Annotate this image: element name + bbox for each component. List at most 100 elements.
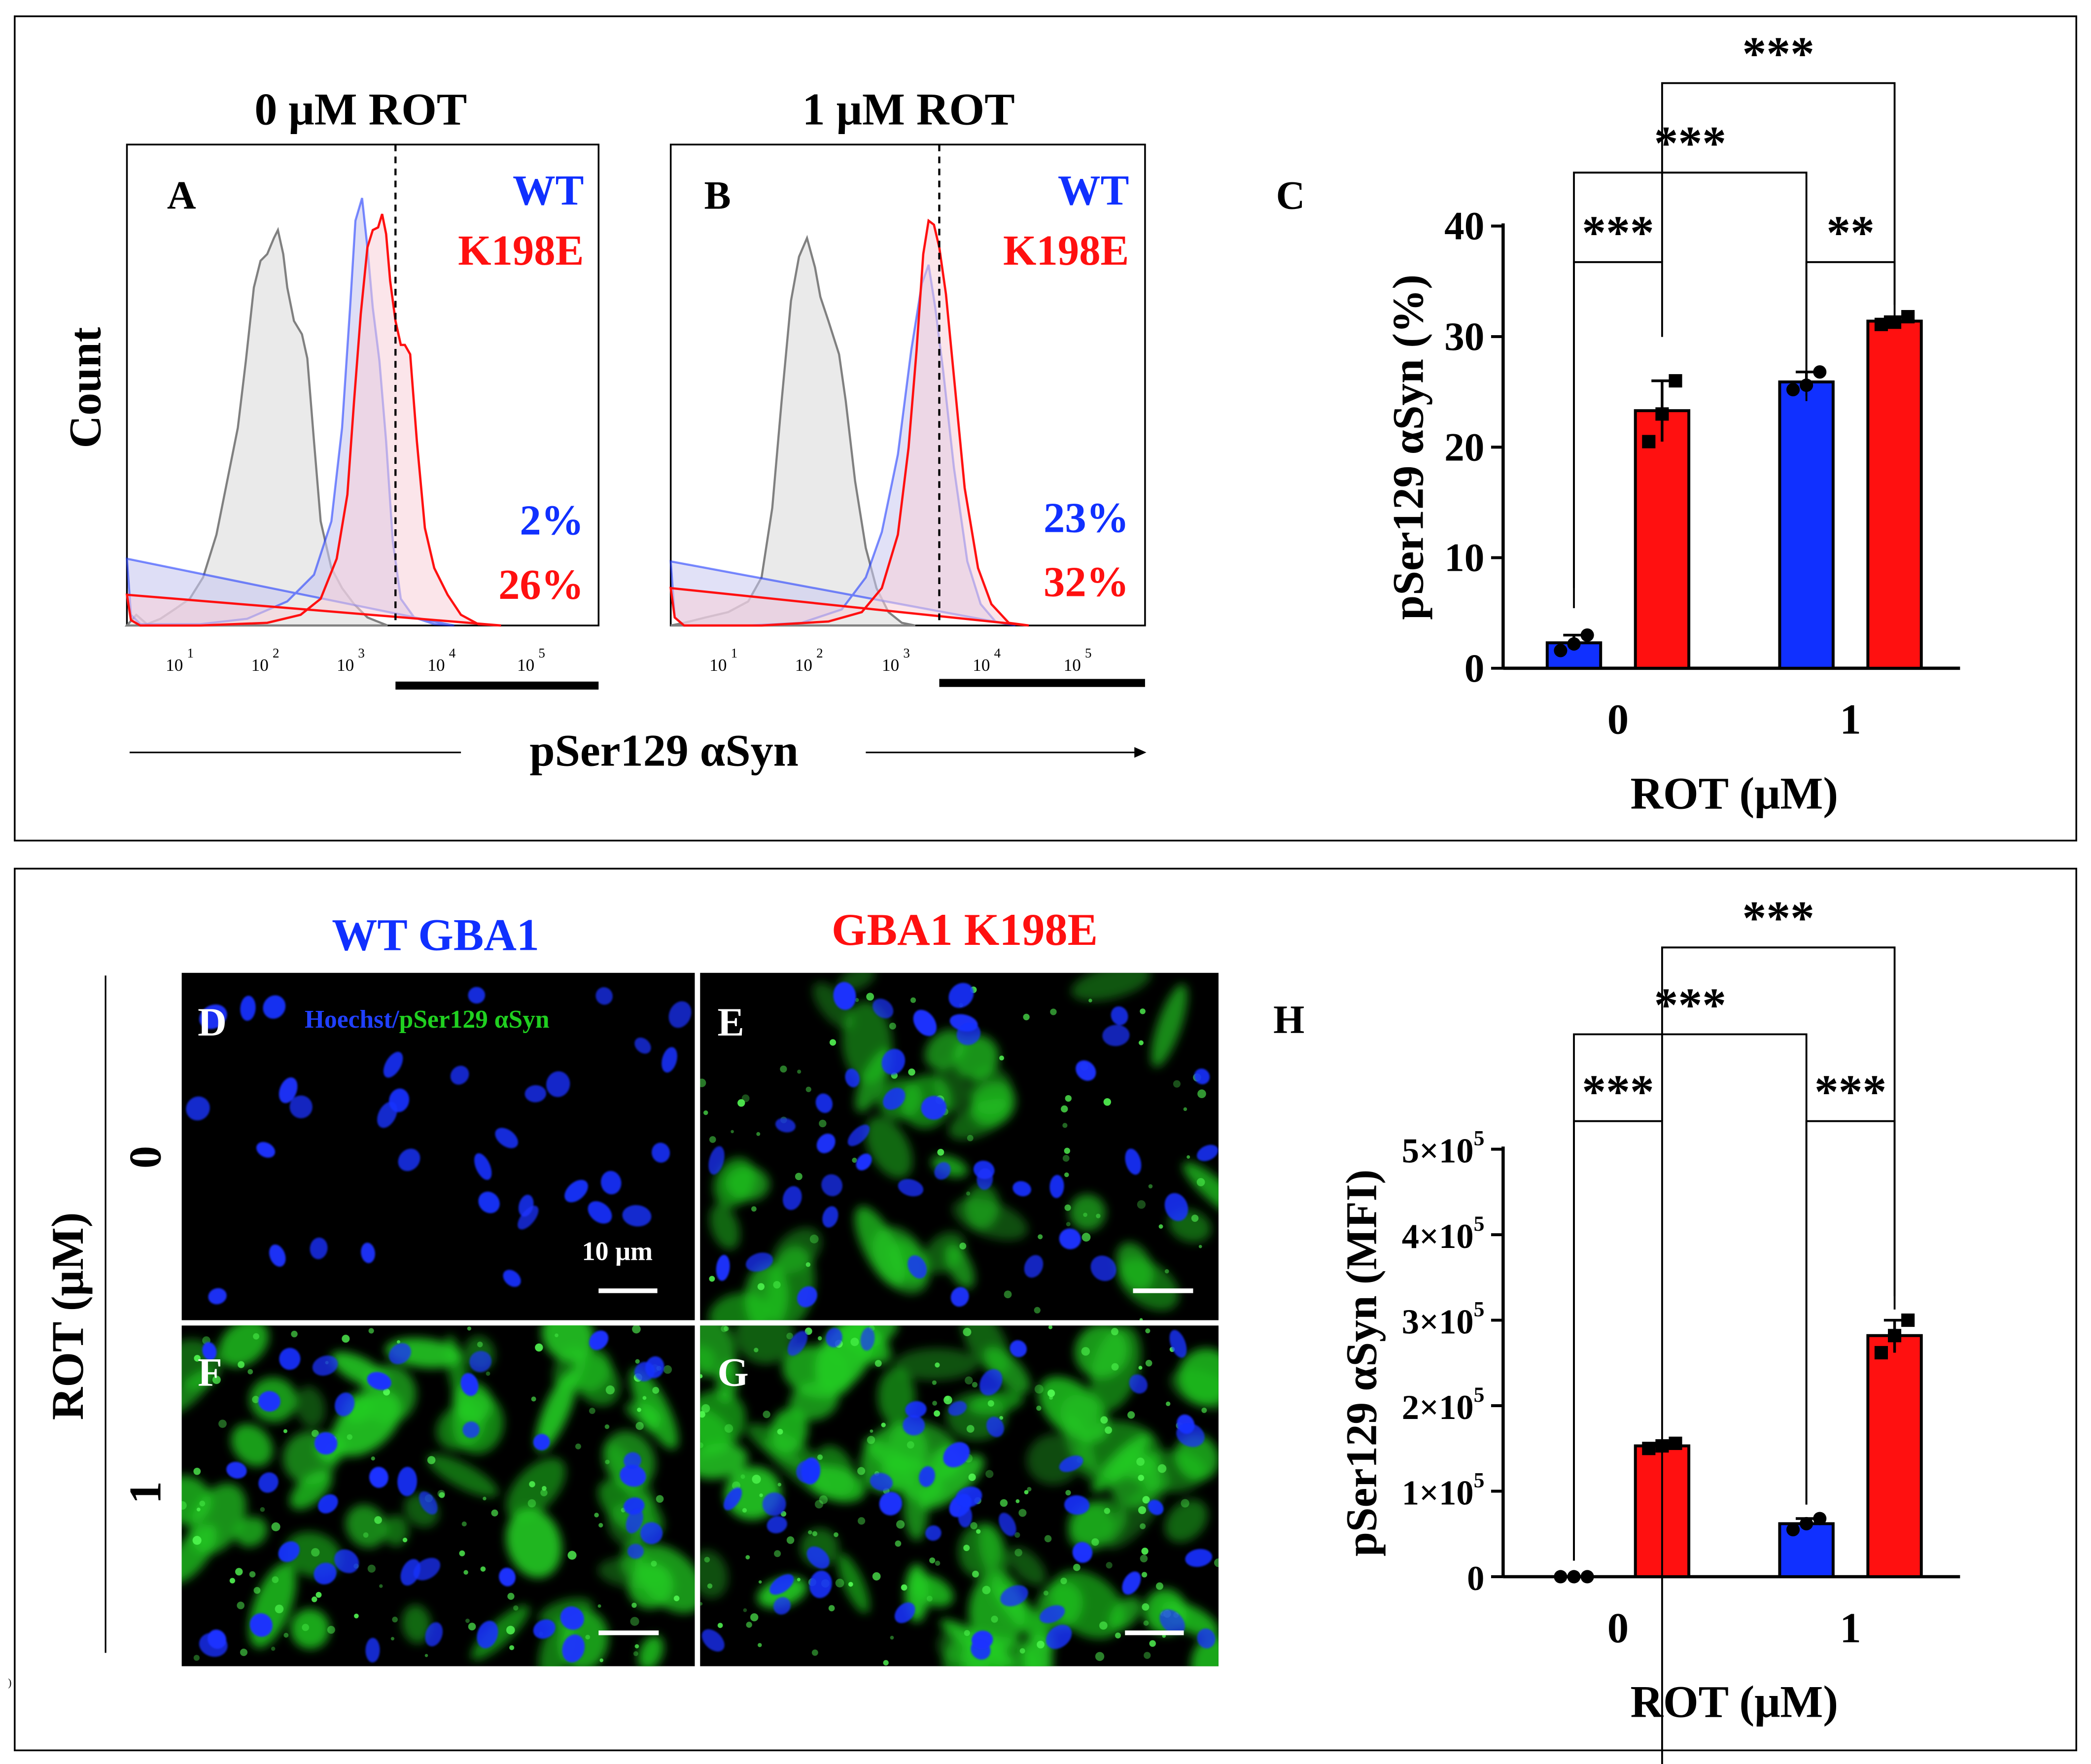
panel-letter: E (718, 1000, 744, 1044)
row-axis-label: ROT (μM) (42, 1212, 93, 1420)
significance-bracket (1661, 82, 1896, 305)
legend-k198e: K198E (1003, 227, 1129, 274)
data-point (1669, 1436, 1682, 1450)
pct-k198e: 26% (498, 561, 584, 608)
data-point (1786, 1523, 1800, 1537)
x-tick-label: 0 (1607, 696, 1629, 743)
data-point (1800, 1517, 1813, 1530)
pct-k198e: 32% (1044, 558, 1129, 605)
micrograph-grid: D E F G Hoechst/pSer129 αSyn 10 μm (179, 970, 1221, 1669)
data-point (1655, 407, 1669, 421)
data-point (1554, 1570, 1568, 1584)
svg-text:10: 10 (517, 656, 534, 675)
significance-label: *** (1742, 892, 1814, 945)
significance-label: *** (1582, 207, 1654, 260)
row-label-0: 0 (120, 1146, 170, 1169)
significance-bracket (1661, 946, 1896, 1310)
y-axis-label: pSer129 αSyn (MFI) (1337, 1170, 1386, 1556)
scale-bar-label: 10 μm (582, 1237, 653, 1266)
legend-wt: WT (513, 167, 584, 214)
svg-text:5: 5 (1085, 646, 1092, 660)
svg-text:3: 3 (903, 646, 910, 660)
x-tick-labels: 10 1 10 2 10 3 10 4 10 5 (709, 646, 1091, 675)
data-point (1874, 317, 1888, 331)
significance-label: *** (1582, 1066, 1654, 1119)
histogram-y-axis-label: Count (60, 327, 110, 448)
x-tick-label: 0 (1607, 1604, 1629, 1652)
histogram-title: 1 μM ROT (802, 84, 1015, 135)
significance-bracket (1573, 172, 1808, 588)
svg-text:4: 4 (994, 646, 1001, 660)
y-axis-label: pSer129 αSyn (%) (1384, 275, 1433, 620)
data-point (1567, 637, 1581, 651)
tick-label: 10 3 (337, 646, 365, 675)
data-point (1642, 1442, 1656, 1455)
bar-wt (1778, 380, 1835, 670)
column-header-wt: WT GBA1 (332, 910, 539, 960)
x-axis-label: ROT (μM) (1630, 768, 1838, 818)
pct-wt: 23% (1044, 494, 1129, 541)
data-point (1580, 1570, 1594, 1584)
significance-label: *** (1742, 27, 1814, 80)
svg-text:10: 10 (795, 656, 812, 675)
data-point (1669, 374, 1682, 388)
significance-label: ** (1826, 207, 1875, 260)
svg-text:10: 10 (251, 656, 269, 675)
svg-text:1: 1 (731, 646, 738, 660)
svg-text:2: 2 (273, 646, 279, 660)
data-point (1567, 1570, 1581, 1584)
significance-label: *** (1654, 978, 1726, 1032)
legend-wt: WT (1058, 167, 1129, 214)
bottom-panel-frame (14, 867, 2077, 1752)
data-point (1813, 1512, 1827, 1525)
tick-label: 10 1 (709, 646, 737, 675)
pct-wt: 2% (520, 497, 584, 544)
svg-text:3: 3 (358, 646, 365, 660)
y-tick-label: 3×105 (1402, 1297, 1485, 1341)
histogram-a: 0 μM ROT A WT K198E 2% 26% 10 1 10 2 10 3 1… (124, 84, 600, 690)
y-tick-label: 20 (1444, 425, 1484, 469)
y-tick-label: 30 (1444, 314, 1484, 359)
svg-text:10: 10 (427, 656, 445, 675)
y-tick-label: 0 (1467, 1559, 1484, 1598)
k198e-histogram (669, 218, 1029, 627)
data-point (1901, 310, 1915, 324)
panel-letter: C (1276, 173, 1305, 217)
data-point (1786, 383, 1800, 397)
svg-text:10: 10 (709, 656, 727, 675)
y-tick-label: 10 (1444, 536, 1484, 580)
svg-text:10: 10 (1064, 656, 1081, 675)
data-point (1874, 1346, 1888, 1360)
histogram-b: 1 μM ROT B WT K198E 23% 32% 10 1 10 2 10 3 … (669, 84, 1146, 687)
histogram-title: 0 μM ROT (254, 84, 467, 135)
significance-label: *** (1814, 1066, 1886, 1119)
x-axis-label: ROT (μM) (1630, 1677, 1838, 1727)
data-point (1813, 365, 1827, 379)
svg-text:4: 4 (449, 646, 456, 660)
tick-label: 10 4 (427, 646, 455, 675)
tick-label: 10 1 (166, 646, 194, 675)
tick-label: 10 5 (1064, 646, 1092, 675)
tick-label: 10 5 (517, 646, 545, 675)
panel-letter: H (1273, 998, 1304, 1042)
svg-text:10: 10 (166, 656, 183, 675)
data-point (1554, 644, 1568, 657)
x-tick-label: 1 (1840, 1604, 1861, 1652)
histogram-x-axis-label: pSer129 αSyn (529, 726, 799, 776)
svg-text:1: 1 (187, 646, 194, 660)
y-tick-label: 40 (1444, 204, 1484, 248)
svg-text:2: 2 (816, 646, 823, 660)
panel-letter: G (718, 1350, 749, 1394)
tick-label: 10 2 (795, 646, 823, 675)
significance-label: *** (1654, 117, 1726, 170)
row-label-1: 1 (120, 1481, 170, 1504)
y-tick-label: 5×105 (1402, 1126, 1485, 1170)
column-header-k198e: GBA1 K198E (832, 904, 1098, 955)
data-point (1642, 435, 1656, 449)
y-tick-label: 1×105 (1402, 1468, 1485, 1512)
significance-bracket (1573, 1033, 1808, 1561)
stain-label: Hoechst/pSer129 αSyn (305, 1005, 550, 1034)
bar-k198e (1866, 1334, 1923, 1578)
